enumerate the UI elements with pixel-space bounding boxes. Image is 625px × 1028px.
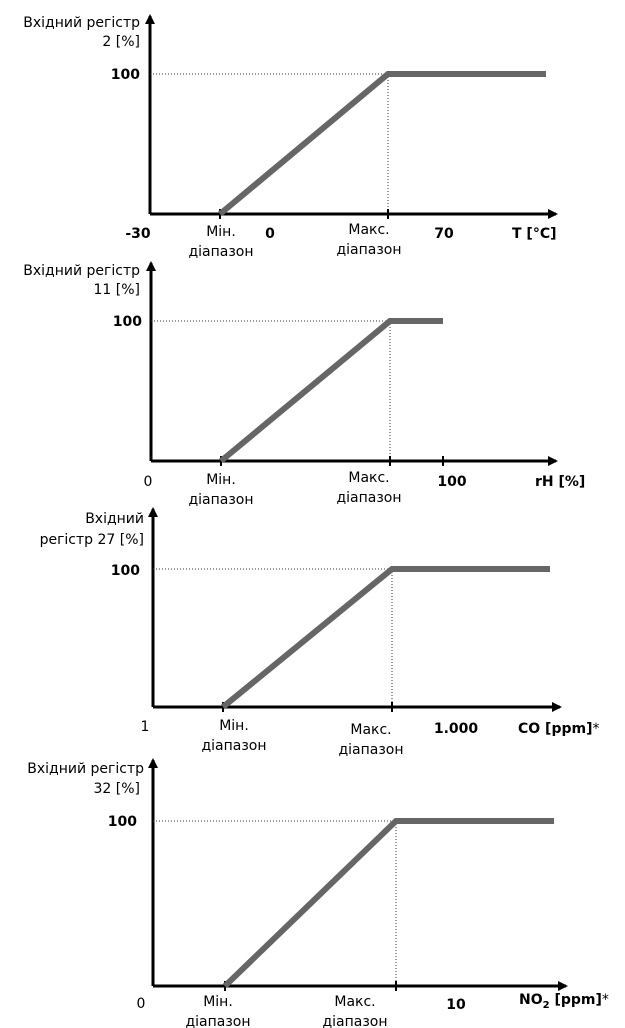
- min-range-label-line-2: діапазон: [185, 1014, 250, 1028]
- transfer-curve: [221, 566, 550, 710]
- min-range-label-line-2: діапазон: [201, 738, 266, 754]
- max-range-label-line-1: Макс.: [350, 722, 391, 738]
- max-range-label-line-2: діапазон: [338, 742, 403, 758]
- x-axis-unit: NO2 [ppm]*: [519, 992, 609, 1011]
- y-tick-100: 100: [113, 314, 142, 330]
- y-axis-label-line-2: 11 [%]: [94, 282, 141, 298]
- x-start-label: 0: [137, 996, 146, 1012]
- chart-4: Вхідний регістр 32 [%] 100 0 Мін. діапаз…: [27, 758, 609, 1028]
- transfer-curve: [222, 818, 554, 989]
- y-tick-100: 100: [111, 67, 140, 83]
- x-label-10: 10: [446, 997, 466, 1013]
- x-start-label: 0: [144, 474, 153, 490]
- max-range-label-line-2: діапазон: [322, 1014, 387, 1028]
- y-tick-100: 100: [108, 814, 137, 830]
- x-label-0: 0: [265, 226, 275, 242]
- y-axis-label-line-1: Вхідний регістр: [23, 263, 140, 279]
- min-range-label-line-1: Мін.: [206, 224, 236, 240]
- min-range-label-line-1: Мін.: [219, 718, 249, 734]
- x-label-70: 70: [434, 226, 454, 242]
- x-axis-unit: CO [ppm]*: [518, 721, 599, 737]
- max-range-label-line-2: діапазон: [336, 242, 401, 258]
- y-tick-100: 100: [111, 563, 140, 579]
- chart-1: Вхідний регістр 2 [%] 100 -30 Мін. діапа…: [23, 14, 558, 260]
- max-range-label-line-1: Макс.: [348, 470, 389, 486]
- y-axis-label-line-1: Вхідний регістр: [23, 15, 140, 31]
- x-start-label: -30: [125, 226, 151, 242]
- max-range-label-line-1: Макс.: [334, 994, 375, 1010]
- y-axis-label-line-2: 2 [%]: [102, 34, 140, 50]
- x-axis-unit: rH [%]: [535, 474, 585, 490]
- x-start-label: 1: [141, 719, 150, 735]
- max-range-label-line-2: діапазон: [336, 490, 401, 506]
- y-axis-label-line-1: Вхідний: [85, 511, 144, 527]
- x-label-100: 100: [437, 474, 466, 490]
- min-range-label-line-1: Мін.: [206, 472, 236, 488]
- y-axis-label-line-1: Вхідний регістр: [27, 761, 144, 777]
- y-axis-label-line-2: регістр 27 [%]: [40, 532, 144, 548]
- transfer-curve: [219, 318, 443, 464]
- chart-2: Вхідний регістр 11 [%] 100 0 Мін. діапаз…: [23, 261, 585, 508]
- y-axis-label-line-2: 32 [%]: [94, 781, 141, 797]
- min-range-label-line-2: діапазон: [188, 244, 253, 260]
- chart-3: Вхідний регістр 27 [%] 100 1 Мін. діапаз…: [40, 507, 599, 758]
- x-label-1000: 1.000: [434, 721, 479, 737]
- min-range-label-line-2: діапазон: [188, 492, 253, 508]
- min-range-label-line-1: Мін.: [203, 994, 233, 1010]
- transfer-curve: [218, 71, 546, 217]
- max-range-label-line-1: Макс.: [348, 222, 389, 238]
- x-axis-unit: T [°C]: [512, 226, 557, 242]
